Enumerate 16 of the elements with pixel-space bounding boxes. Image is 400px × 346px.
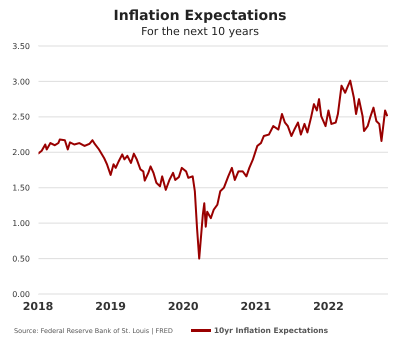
y-tick-label: 0.00	[12, 290, 30, 299]
chart-subtitle: For the next 10 years	[140, 25, 260, 38]
y-tick-label: 3.50	[12, 42, 30, 51]
y-tick-label: 1.00	[12, 218, 30, 228]
x-tick-label: 2022	[313, 300, 344, 313]
chart-title: Inflation Expectations	[112, 8, 288, 24]
line-series	[38, 80, 388, 260]
y-tick-label: 2.00	[12, 148, 30, 158]
x-tick-label: 2019	[95, 300, 126, 313]
x-tick-label: 2018	[22, 300, 54, 313]
y-tick-label: 3.00	[12, 77, 30, 86]
y-tick-label: 1.50	[12, 184, 30, 193]
x-tick-label: 2020	[168, 300, 199, 313]
x-tick-label: 2021	[240, 300, 272, 313]
y-tick-label: 0.50	[12, 254, 30, 264]
y-tick-label: 2.50	[12, 112, 30, 122]
